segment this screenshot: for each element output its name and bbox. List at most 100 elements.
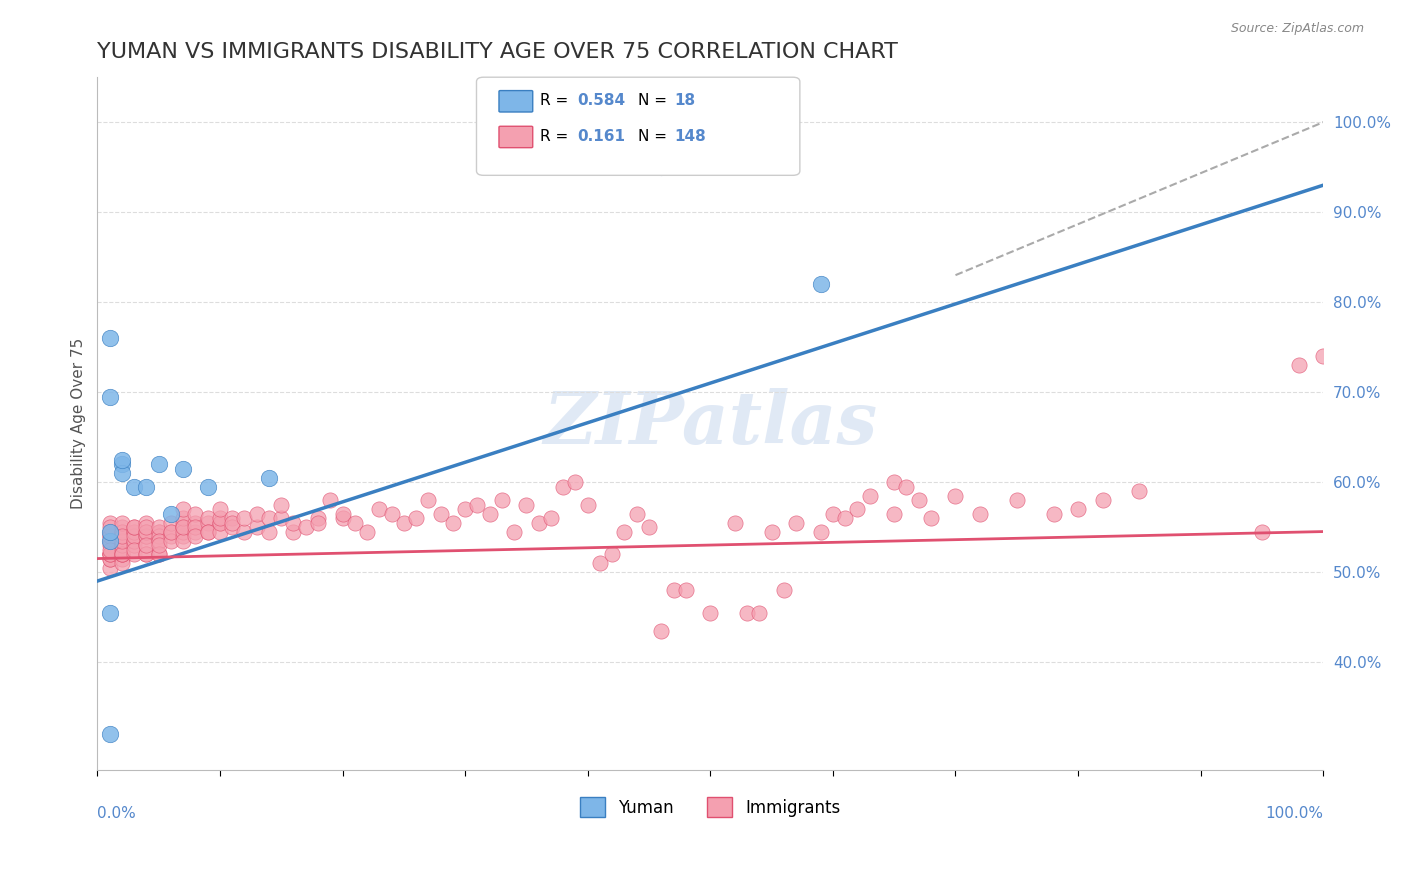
Immigrants (172, 502, 194, 516)
Immigrants (613, 524, 636, 539)
Immigrants (343, 516, 366, 530)
Text: N =: N = (638, 128, 672, 144)
Immigrants (148, 524, 170, 539)
Immigrants (135, 547, 157, 561)
Immigrants (945, 489, 967, 503)
Immigrants (122, 524, 145, 539)
Immigrants (418, 493, 440, 508)
Immigrants (135, 538, 157, 552)
Immigrants (257, 511, 280, 525)
Immigrants (662, 582, 685, 597)
Immigrants (135, 524, 157, 539)
Immigrants (467, 498, 489, 512)
Immigrants (98, 560, 121, 574)
Immigrants (626, 507, 648, 521)
Immigrants (122, 542, 145, 557)
Immigrants (135, 520, 157, 534)
Yuman (111, 457, 134, 471)
Immigrants (834, 511, 856, 525)
Immigrants (111, 542, 134, 557)
Immigrants (111, 524, 134, 539)
Immigrants (821, 507, 844, 521)
Immigrants (111, 516, 134, 530)
Immigrants (675, 582, 697, 597)
Immigrants (111, 547, 134, 561)
Immigrants (98, 516, 121, 530)
Immigrants (748, 606, 770, 620)
Immigrants (883, 475, 905, 489)
Yuman (160, 507, 183, 521)
Immigrants (172, 511, 194, 525)
Immigrants (197, 516, 219, 530)
Immigrants (1251, 524, 1274, 539)
Yuman (98, 533, 121, 548)
Immigrants (859, 489, 882, 503)
Immigrants (160, 529, 183, 543)
Immigrants (148, 547, 170, 561)
Immigrants (283, 524, 305, 539)
Immigrants (98, 551, 121, 566)
Immigrants (208, 511, 231, 525)
Immigrants (846, 502, 869, 516)
Immigrants (589, 556, 612, 570)
Text: YUMAN VS IMMIGRANTS DISABILITY AGE OVER 75 CORRELATION CHART: YUMAN VS IMMIGRANTS DISABILITY AGE OVER … (97, 42, 898, 62)
Immigrants (270, 498, 292, 512)
Immigrants (332, 507, 354, 521)
Immigrants (135, 529, 157, 543)
Immigrants (319, 493, 342, 508)
Legend: Yuman, Immigrants: Yuman, Immigrants (574, 790, 848, 824)
Immigrants (122, 520, 145, 534)
Immigrants (332, 511, 354, 525)
Immigrants (724, 516, 747, 530)
Yuman (111, 466, 134, 480)
Yuman (98, 727, 121, 741)
Immigrants (111, 551, 134, 566)
Immigrants (429, 507, 451, 521)
Immigrants (307, 516, 329, 530)
Immigrants (1288, 358, 1310, 372)
Immigrants (148, 524, 170, 539)
Immigrants (1005, 493, 1028, 508)
Immigrants (368, 502, 391, 516)
Immigrants (576, 498, 599, 512)
Immigrants (148, 533, 170, 548)
Yuman (98, 606, 121, 620)
Immigrants (122, 547, 145, 561)
Yuman (135, 479, 157, 493)
Immigrants (160, 516, 183, 530)
Immigrants (172, 533, 194, 548)
Yuman (810, 277, 832, 292)
Yuman (257, 470, 280, 484)
Immigrants (208, 516, 231, 530)
Immigrants (810, 524, 832, 539)
Immigrants (221, 516, 243, 530)
Immigrants (920, 511, 942, 525)
Immigrants (478, 507, 501, 521)
Text: 148: 148 (675, 128, 706, 144)
Immigrants (135, 529, 157, 543)
Immigrants (441, 516, 464, 530)
Immigrants (98, 547, 121, 561)
Immigrants (98, 551, 121, 566)
Immigrants (392, 516, 415, 530)
Immigrants (184, 529, 207, 543)
Immigrants (122, 529, 145, 543)
Immigrants (111, 538, 134, 552)
Immigrants (1128, 484, 1150, 499)
Immigrants (160, 524, 183, 539)
Immigrants (761, 524, 783, 539)
Immigrants (111, 520, 134, 534)
Immigrants (491, 493, 513, 508)
Immigrants (122, 533, 145, 548)
Immigrants (172, 520, 194, 534)
Immigrants (503, 524, 526, 539)
Immigrants (221, 511, 243, 525)
Immigrants (98, 529, 121, 543)
Immigrants (172, 520, 194, 534)
Immigrants (98, 547, 121, 561)
Immigrants (233, 511, 256, 525)
Immigrants (197, 511, 219, 525)
Yuman (122, 479, 145, 493)
Immigrants (98, 524, 121, 539)
Immigrants (98, 538, 121, 552)
